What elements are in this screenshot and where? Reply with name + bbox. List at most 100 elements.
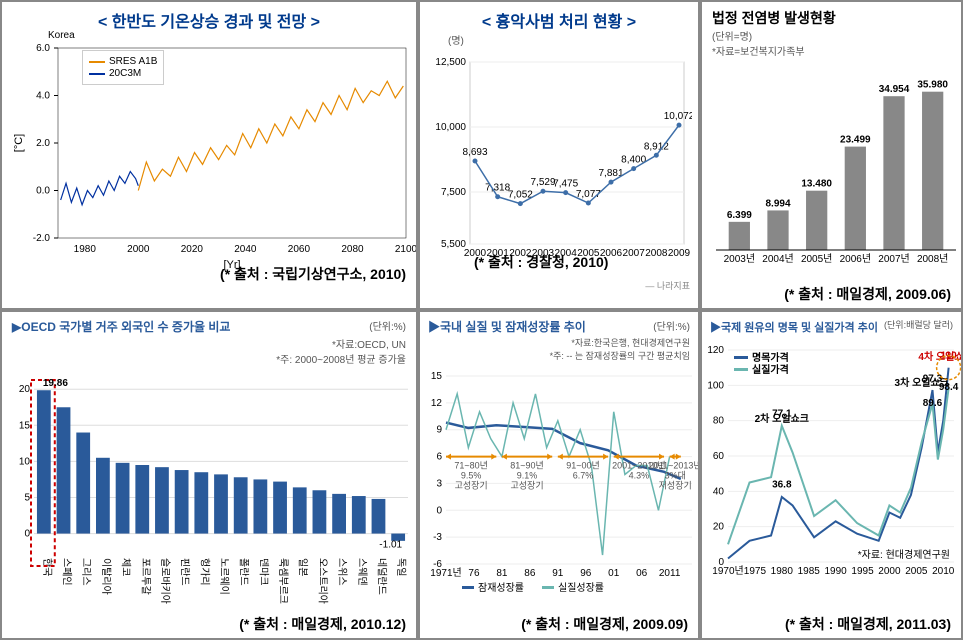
svg-text:저성장기: 저성장기: [659, 481, 692, 491]
svg-text:1980: 1980: [771, 566, 794, 577]
panel3-src: *자료=보건복지가족부: [712, 43, 951, 58]
panel1-corner: Korea: [48, 30, 75, 41]
svg-text:그리스: 그리스: [80, 558, 92, 586]
svg-text:20: 20: [713, 522, 725, 533]
svg-text:0.0: 0.0: [36, 186, 50, 197]
svg-text:2007년: 2007년: [878, 253, 909, 265]
panel2-legend: — 나라지표: [645, 279, 690, 292]
svg-text:2000: 2000: [878, 566, 901, 577]
svg-text:9.1%: 9.1%: [517, 471, 538, 481]
svg-text:스위스: 스위스: [336, 558, 349, 586]
svg-text:고성장기: 고성장기: [511, 481, 544, 491]
svg-text:1975: 1975: [744, 566, 767, 577]
panel5-unit: (단위:%): [653, 318, 690, 333]
svg-text:룩셈부르크: 룩셈부르크: [277, 558, 289, 604]
svg-text:23.499: 23.499: [840, 135, 871, 146]
svg-text:2003년: 2003년: [724, 253, 755, 265]
svg-text:독일: 독일: [395, 558, 407, 576]
panel4-src: *자료:OECD, UN: [12, 336, 406, 351]
svg-text:98.4: 98.4: [939, 382, 959, 393]
svg-text:81: 81: [496, 568, 508, 579]
svg-text:2009: 2009: [668, 248, 691, 259]
svg-text:0: 0: [436, 505, 442, 516]
svg-text:헝가리: 헝가리: [198, 558, 210, 586]
svg-text:10,072: 10,072: [664, 111, 692, 122]
svg-text:잠재성장률: 잠재성장률: [478, 582, 524, 594]
svg-text:9.5%: 9.5%: [461, 471, 482, 481]
svg-text:1995: 1995: [851, 566, 874, 577]
svg-text:2000: 2000: [127, 244, 150, 255]
panel-growth: ▶국내 실질 및 잠재성장률 추이 (단위:%) *자료:한국은행, 현대경제연…: [418, 310, 700, 640]
svg-text:71~80년: 71~80년: [454, 461, 488, 471]
panel2-title: < 흉악사범 처리 현황 >: [420, 8, 698, 32]
svg-text:2004년: 2004년: [762, 253, 793, 265]
svg-text:2100: 2100: [395, 244, 416, 255]
svg-text:80: 80: [713, 416, 725, 427]
svg-text:0: 0: [24, 529, 30, 540]
svg-text:이탈리아: 이탈리아: [100, 558, 113, 595]
svg-text:36.8: 36.8: [772, 479, 792, 490]
svg-text:6.399: 6.399: [727, 210, 752, 221]
svg-text:고성장기: 고성장기: [455, 481, 488, 491]
svg-text:[°C]: [°C]: [13, 134, 25, 152]
svg-text:7,475: 7,475: [553, 179, 578, 190]
panel3-unit: (단위=명): [712, 28, 951, 43]
svg-text:한국: 한국: [41, 558, 53, 576]
svg-text:96: 96: [580, 568, 592, 579]
svg-text:4.0: 4.0: [36, 91, 50, 102]
svg-text:13.480: 13.480: [801, 179, 832, 190]
svg-text:15: 15: [431, 371, 443, 382]
svg-text:34.954: 34.954: [879, 84, 910, 95]
svg-text:노르웨이: 노르웨이: [218, 558, 230, 595]
svg-text:2006년: 2006년: [840, 253, 871, 265]
svg-text:핀란드: 핀란드: [179, 558, 191, 586]
legend-20c3m: 20C3M: [109, 68, 141, 79]
svg-text:체코: 체코: [120, 558, 132, 576]
panel5-note: *주: -- 는 잠재성장률의 구간 평균치임: [428, 349, 690, 362]
svg-text:12,500: 12,500: [435, 57, 466, 68]
svg-text:3%대: 3%대: [665, 471, 686, 481]
svg-text:7,529: 7,529: [530, 177, 555, 188]
svg-text:5,500: 5,500: [441, 239, 466, 250]
panel4-source: (* 출처 : 매일경제, 2010.12): [239, 614, 406, 634]
svg-text:8,693: 8,693: [462, 147, 487, 158]
svg-text:91~00년: 91~00년: [566, 461, 600, 471]
svg-text:2008년: 2008년: [917, 253, 948, 265]
svg-text:35.980: 35.980: [917, 80, 948, 91]
svg-text:8.994: 8.994: [765, 198, 790, 209]
svg-text:*자료: 현대경제연구원: *자료: 현대경제연구원: [858, 548, 950, 561]
panel4-note: *주: 2000~2008년 평균 증가율: [12, 351, 406, 366]
panel6-source: (* 출처 : 매일경제, 2011.03): [785, 614, 951, 634]
svg-text:포르투갈: 포르투갈: [139, 558, 152, 595]
svg-text:1990: 1990: [824, 566, 847, 577]
svg-text:덴마크: 덴마크: [257, 558, 269, 586]
panel-temp-rise: < 한반도 기온상승 경과 및 전망 > Korea -2.00.02.04.0…: [0, 0, 418, 310]
panel-oecd: ▶OECD 국가별 거주 외국인 수 증가율 비교 (단위:%) *자료:OEC…: [0, 310, 418, 640]
svg-text:1971년: 1971년: [430, 567, 461, 579]
panel1-source: (* 출처 : 국립기상연구소, 2010): [220, 264, 406, 284]
svg-text:10: 10: [19, 456, 31, 467]
svg-text:5: 5: [24, 492, 30, 503]
svg-text:1970년: 1970년: [712, 565, 743, 577]
svg-text:2080: 2080: [341, 244, 364, 255]
svg-text:실질가격: 실질가격: [752, 363, 789, 376]
svg-text:60: 60: [713, 451, 725, 462]
svg-text:40: 40: [713, 486, 725, 497]
svg-text:76: 76: [468, 568, 480, 579]
svg-text:-3: -3: [433, 532, 442, 543]
svg-text:19.86: 19.86: [43, 378, 68, 389]
panel-oil: ▶국제 원유의 명목 및 실질가격 추이 (단위:배럴당 달러) 0204060…: [700, 310, 963, 640]
panel6-unit: (단위:배럴당 달러): [884, 318, 953, 331]
panel5-source: (* 출처 : 매일경제, 2009.09): [521, 614, 688, 634]
svg-text:1980: 1980: [74, 244, 97, 255]
svg-text:2007: 2007: [623, 248, 646, 259]
svg-text:일본: 일본: [297, 558, 309, 576]
svg-text:12: 12: [431, 398, 443, 409]
svg-text:슬로바키아: 슬로바키아: [159, 558, 171, 604]
svg-text:네덜란드: 네덜란드: [375, 558, 387, 595]
svg-text:폴란드: 폴란드: [238, 558, 250, 586]
svg-text:2010: 2010: [932, 566, 955, 577]
panel1-title: < 한반도 기온상승 경과 및 전망 >: [2, 8, 416, 32]
panel3-title: 법정 전염병 발생현황: [712, 8, 951, 28]
svg-text:2.0: 2.0: [36, 138, 50, 149]
